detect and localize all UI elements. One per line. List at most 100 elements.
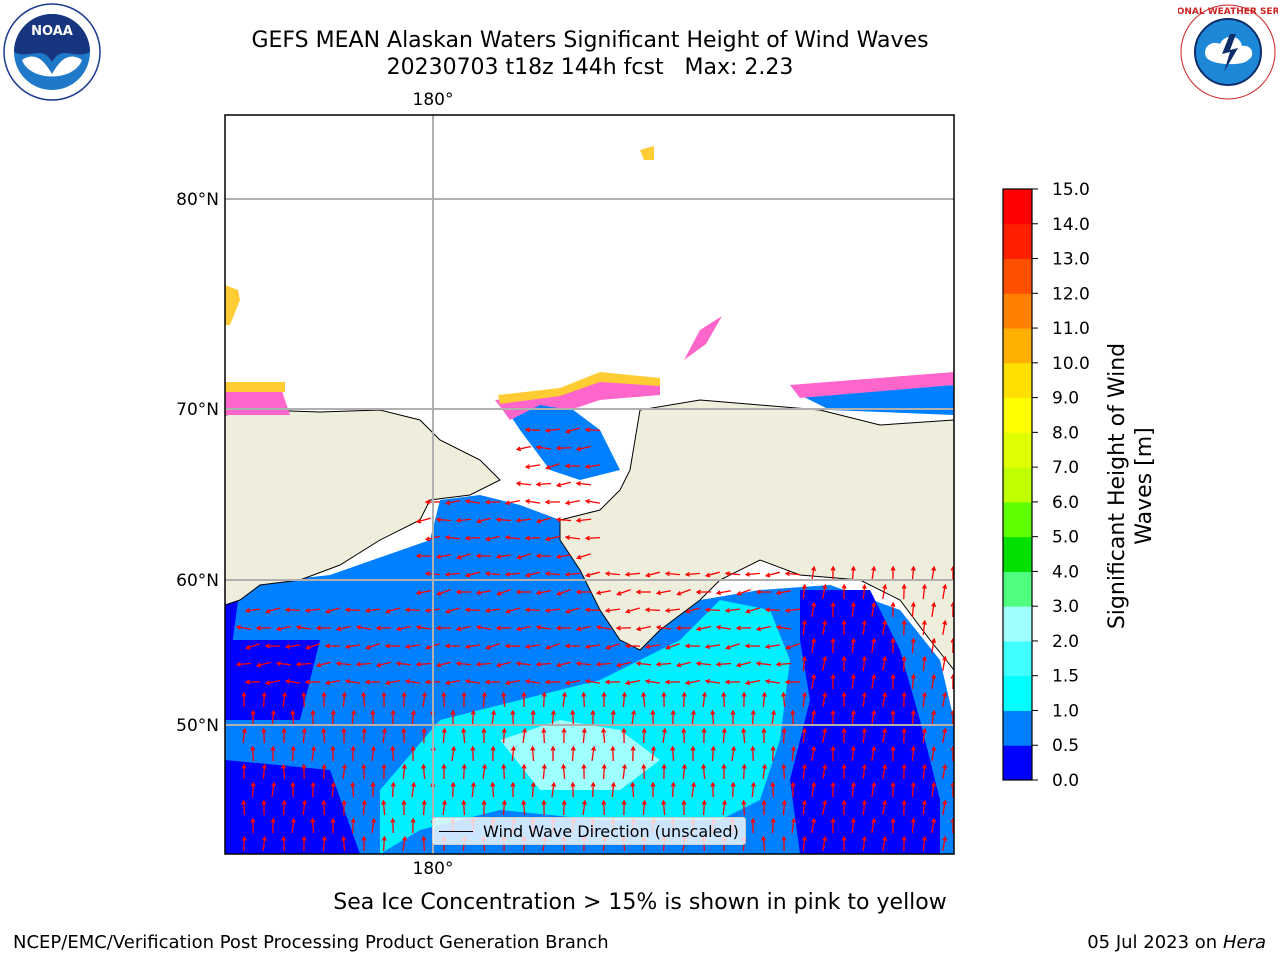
footer-date-text: 05 Jul 2023 on <box>1087 932 1223 953</box>
wind-wave-arrow <box>455 625 471 632</box>
wind-wave-arrow <box>650 709 656 726</box>
wind-wave-arrow <box>822 655 828 672</box>
wind-wave-arrow <box>910 745 916 762</box>
wind-wave-arrow <box>724 607 741 613</box>
wind-wave-arrow <box>801 619 807 636</box>
wind-wave-arrow <box>561 727 567 744</box>
wind-wave-arrow <box>441 763 447 780</box>
wind-wave-arrow <box>485 643 500 650</box>
wind-wave-arrow <box>444 500 460 506</box>
colorbar-segment <box>1003 397 1032 433</box>
colorbar-tick-label: 7.0 <box>1052 458 1079 478</box>
wind-wave-arrow <box>555 554 572 559</box>
wind-wave-arrow <box>504 643 521 649</box>
wind-wave-arrow <box>764 678 781 684</box>
wind-wave-arrow <box>775 625 792 630</box>
wind-wave-arrow <box>942 691 948 708</box>
wind-wave-arrow <box>811 565 817 582</box>
wind-wave-arrow <box>811 745 817 762</box>
wind-wave-arrow <box>730 781 736 798</box>
wind-wave-arrow <box>541 691 547 708</box>
wind-wave-arrow <box>435 554 452 559</box>
noaa-logo-text: NOAA <box>31 24 73 39</box>
wind-wave-arrow <box>385 607 400 614</box>
colorbar-segment <box>1003 467 1032 503</box>
wind-wave-arrow <box>445 607 460 614</box>
wind-wave-arrow <box>784 679 801 685</box>
wind-wave-arrow <box>950 781 954 798</box>
wind-wave-arrow <box>664 607 681 613</box>
wind-wave-arrow <box>341 691 347 708</box>
wind-wave-arrow <box>284 607 301 613</box>
wind-wave-arrow <box>284 678 301 684</box>
wind-wave-arrow <box>775 661 792 667</box>
wind-wave-arrow <box>411 781 416 798</box>
wind-wave-arrow <box>616 588 631 596</box>
wind-wave-arrow <box>370 709 376 726</box>
wind-wave-arrow <box>530 709 536 726</box>
wind-wave-arrow <box>556 588 571 596</box>
wind-wave-arrow <box>495 661 511 668</box>
wind-wave-arrow <box>475 517 491 524</box>
wind-wave-arrow <box>330 745 336 762</box>
wind-wave-arrow <box>521 763 527 780</box>
wind-wave-arrow <box>882 691 888 708</box>
wind-wave-arrow <box>481 727 487 744</box>
wind-wave-arrow <box>350 781 356 798</box>
wind-wave-arrow <box>942 727 948 744</box>
wind-wave-arrow <box>601 799 607 816</box>
wind-wave-arrow <box>250 745 256 762</box>
wind-wave-arrow <box>635 589 651 595</box>
wind-wave-arrow <box>736 588 751 596</box>
wind-wave-arrow <box>790 745 796 762</box>
wind-wave-arrow <box>510 709 516 726</box>
wind-wave-arrow <box>290 817 296 834</box>
wind-wave-arrow <box>650 781 656 797</box>
wind-wave-arrow <box>861 619 867 636</box>
colorbar: 0.0 0.5 1.0 1.5 2.0 3.0 4.0 5.0 6.0 7.0 8.0 9.0 10.0… <box>1002 180 1090 791</box>
wind-wave-arrow <box>861 763 867 780</box>
wind-wave-arrow <box>644 607 661 613</box>
wind-wave-arrow <box>524 427 541 433</box>
wind-wave-arrow <box>942 619 948 636</box>
wind-wave-arrow <box>670 781 676 798</box>
wind-wave-arrow <box>871 817 877 834</box>
wind-wave-arrow <box>576 553 591 560</box>
map-plot-area <box>225 115 954 854</box>
wind-wave-arrow <box>942 583 948 600</box>
wind-wave-arrow <box>570 709 576 726</box>
wind-wave-arrow <box>721 763 727 780</box>
wind-wave-arrow <box>861 835 867 852</box>
colorbar-segment <box>1003 675 1032 711</box>
wind-wave-arrow <box>811 601 817 618</box>
wind-wave-arrow <box>661 727 667 744</box>
wind-wave-arrow <box>641 691 647 708</box>
sea-ice-east <box>790 372 954 398</box>
wind-wave-arrow <box>361 691 367 708</box>
colorbar-segment <box>1003 258 1032 294</box>
wind-wave-arrow <box>764 571 780 578</box>
wind-wave-arrow <box>801 583 807 600</box>
wind-wave-arrow <box>544 535 560 542</box>
wind-wave-arrow <box>544 607 561 613</box>
wind-wave-arrow <box>341 763 347 780</box>
wind-wave-arrow <box>484 499 501 505</box>
wind-wave-arrow <box>801 799 807 816</box>
wind-wave-arrow <box>684 643 701 649</box>
wind-wave-arrow <box>621 691 627 708</box>
wind-wave-arrow <box>270 709 276 726</box>
wind-wave-arrow <box>344 607 361 613</box>
wind-wave-arrow <box>515 661 532 667</box>
wind-wave-arrow <box>544 679 561 685</box>
wind-wave-arrow <box>241 691 247 708</box>
wind-wave-arrow <box>281 763 287 780</box>
lat-label-70n: 70°N <box>176 400 219 420</box>
wind-wave-arrow <box>284 644 301 650</box>
wind-wave-arrow <box>481 691 487 708</box>
wind-wave-arrow <box>584 678 601 684</box>
wind-wave-arrow <box>641 799 647 816</box>
wind-wave-arrow <box>590 781 596 798</box>
wind-wave-arrow <box>625 607 640 614</box>
wind-wave-arrow <box>704 571 720 578</box>
wind-wave-arrow <box>861 583 867 600</box>
